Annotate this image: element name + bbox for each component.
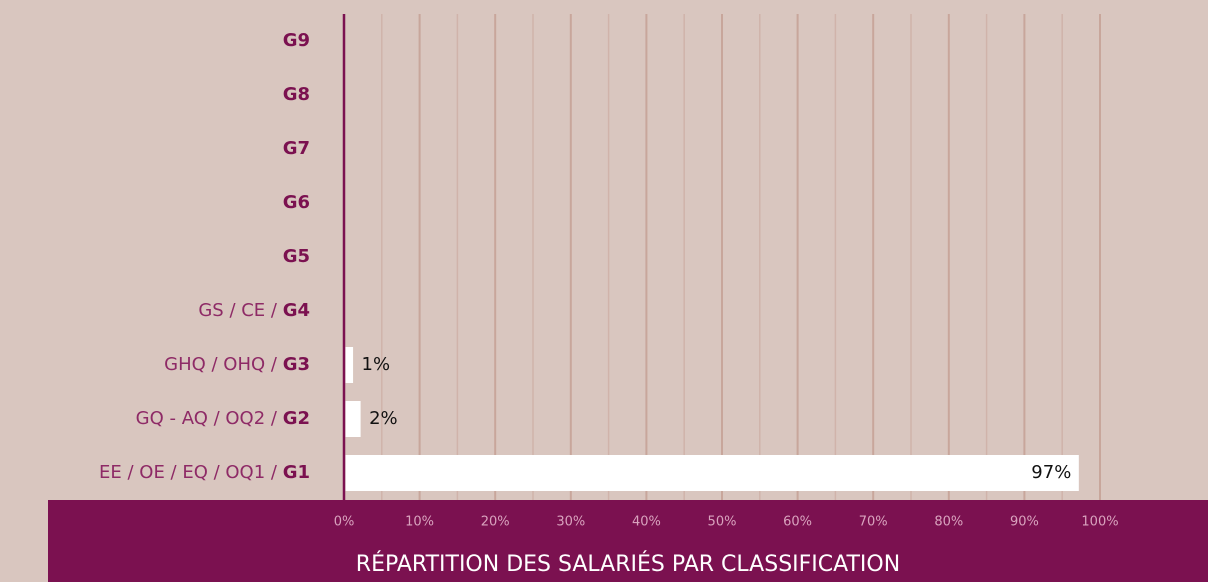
- y-tick-label: GHQ / OHQ / G3: [164, 354, 310, 375]
- x-tick-label: 70%: [859, 515, 888, 530]
- y-tick-label: G8: [283, 84, 310, 105]
- x-tick-label: 90%: [1010, 515, 1039, 530]
- data-label: 97%: [1031, 462, 1071, 483]
- y-tick-label: GS / CE / G4: [198, 300, 310, 321]
- bar: [345, 347, 354, 383]
- x-tick-label: 40%: [632, 515, 661, 530]
- y-tick-label: EE / OE / EQ / OQ1 / G1: [99, 462, 310, 483]
- y-tick-label: G9: [283, 30, 310, 51]
- bar: [345, 455, 1079, 491]
- y-tick-label: G6: [283, 192, 310, 213]
- footer-band: [48, 500, 1208, 582]
- x-tick-label: 100%: [1081, 515, 1118, 530]
- data-label: 2%: [369, 408, 398, 429]
- x-tick-label: 30%: [556, 515, 585, 530]
- y-tick-label: G5: [283, 246, 310, 267]
- x-tick-label: 10%: [405, 515, 434, 530]
- data-label: 1%: [362, 354, 391, 375]
- bar: [345, 401, 361, 437]
- y-tick-label: G7: [283, 138, 310, 159]
- x-tick-label: 50%: [708, 515, 737, 530]
- x-tick-label: 20%: [481, 515, 510, 530]
- x-tick-label: 60%: [783, 515, 812, 530]
- x-tick-label: 80%: [934, 515, 963, 530]
- x-tick-label: 0%: [334, 515, 355, 530]
- chart-title: RÉPARTITION DES SALARIÉS PAR CLASSIFICAT…: [356, 551, 900, 577]
- y-tick-label: GQ - AQ / OQ2 / G2: [136, 408, 310, 429]
